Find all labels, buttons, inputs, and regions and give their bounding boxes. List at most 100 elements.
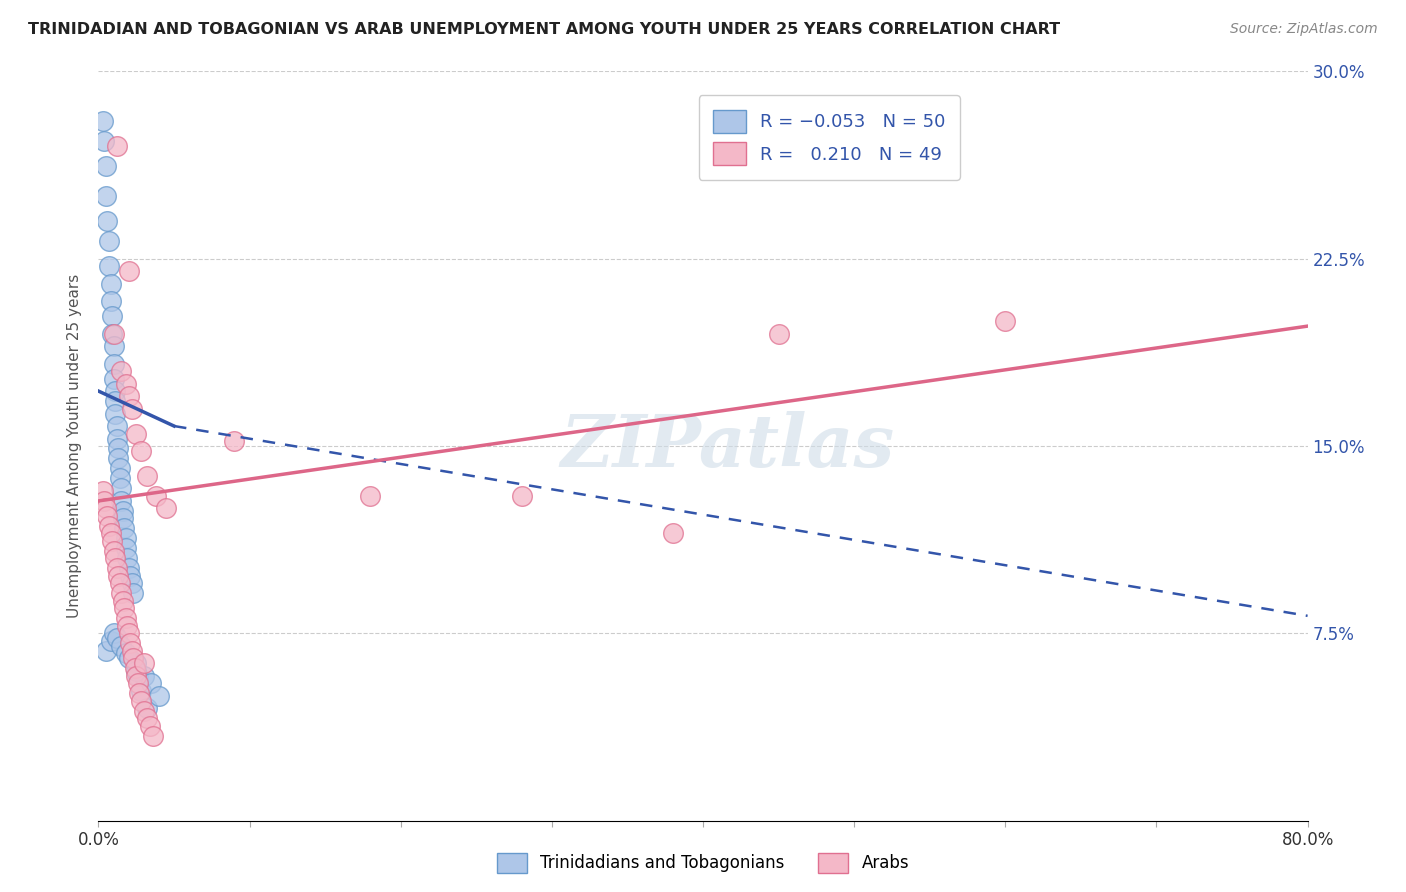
Point: [125, 657, 148, 671]
Point: [661, 526, 683, 541]
Point: [118, 626, 141, 640]
Point: [94, 501, 117, 516]
Point: [224, 434, 246, 448]
Point: [105, 561, 128, 575]
Point: [118, 389, 141, 403]
Point: [124, 661, 146, 675]
Point: [100, 526, 122, 541]
Point: [994, 314, 1017, 328]
Point: [145, 489, 167, 503]
Point: [110, 494, 132, 508]
Point: [104, 384, 127, 398]
Point: [108, 576, 131, 591]
Point: [768, 326, 790, 341]
Point: [114, 611, 136, 625]
Point: [110, 482, 132, 496]
Point: [118, 561, 141, 575]
Point: [94, 644, 117, 658]
Point: [100, 294, 122, 309]
Point: [103, 357, 125, 371]
Point: [103, 339, 125, 353]
Text: TRINIDADIAN AND TOBAGONIAN VS ARAB UNEMPLOYMENT AMONG YOUTH UNDER 25 YEARS CORRE: TRINIDADIAN AND TOBAGONIAN VS ARAB UNEMP…: [28, 22, 1060, 37]
Point: [98, 259, 121, 273]
Point: [114, 646, 136, 660]
Point: [135, 469, 157, 483]
Point: [100, 277, 122, 291]
Point: [94, 189, 117, 203]
Point: [127, 676, 149, 690]
Point: [118, 264, 141, 278]
Point: [129, 683, 152, 698]
Point: [125, 426, 148, 441]
Point: [101, 309, 124, 323]
Point: [114, 376, 136, 391]
Point: [115, 619, 138, 633]
Point: [110, 586, 132, 600]
Point: [510, 489, 533, 503]
Legend: R = −0.053   N = 50, R =   0.210   N = 49: R = −0.053 N = 50, R = 0.210 N = 49: [699, 95, 960, 179]
Point: [103, 544, 125, 558]
Y-axis label: Unemployment Among Youth under 25 years: Unemployment Among Youth under 25 years: [67, 274, 83, 618]
Point: [127, 669, 149, 683]
Point: [96, 214, 118, 228]
Point: [98, 519, 121, 533]
Point: [148, 689, 170, 703]
Point: [120, 569, 142, 583]
Point: [122, 586, 145, 600]
Point: [110, 364, 132, 378]
Point: [129, 444, 152, 458]
Point: [91, 483, 114, 498]
Point: [142, 729, 165, 743]
Point: [108, 471, 131, 485]
Point: [129, 694, 152, 708]
Point: [114, 541, 136, 556]
Point: [103, 371, 125, 385]
Point: [91, 114, 114, 128]
Point: [118, 651, 141, 665]
Legend: Trinidadians and Tobagonians, Arabs: Trinidadians and Tobagonians, Arabs: [491, 847, 915, 880]
Point: [132, 669, 155, 683]
Point: [101, 326, 124, 341]
Point: [100, 633, 122, 648]
Point: [120, 636, 142, 650]
Point: [111, 594, 134, 608]
Text: ZIPatlas: ZIPatlas: [560, 410, 894, 482]
Point: [121, 576, 143, 591]
Point: [104, 407, 127, 421]
Point: [112, 521, 135, 535]
Point: [101, 533, 124, 548]
Point: [105, 139, 128, 153]
Point: [98, 234, 121, 248]
Point: [93, 134, 115, 148]
Point: [155, 501, 177, 516]
Point: [128, 686, 150, 700]
Point: [96, 508, 118, 523]
Point: [104, 394, 127, 409]
Point: [111, 511, 134, 525]
Point: [122, 651, 145, 665]
Point: [125, 669, 148, 683]
Point: [135, 711, 157, 725]
Point: [121, 401, 143, 416]
Point: [139, 719, 162, 733]
Point: [121, 644, 143, 658]
Point: [112, 601, 135, 615]
Point: [360, 489, 382, 503]
Point: [105, 432, 128, 446]
Point: [114, 532, 136, 546]
Point: [94, 159, 117, 173]
Point: [108, 461, 131, 475]
Point: [105, 419, 128, 434]
Point: [107, 451, 129, 466]
Point: [111, 504, 134, 518]
Point: [132, 657, 155, 671]
Point: [107, 569, 129, 583]
Point: [93, 494, 115, 508]
Point: [104, 551, 127, 566]
Point: [115, 551, 138, 566]
Point: [105, 632, 128, 646]
Point: [103, 326, 125, 341]
Point: [103, 626, 125, 640]
Point: [125, 664, 148, 678]
Point: [141, 676, 163, 690]
